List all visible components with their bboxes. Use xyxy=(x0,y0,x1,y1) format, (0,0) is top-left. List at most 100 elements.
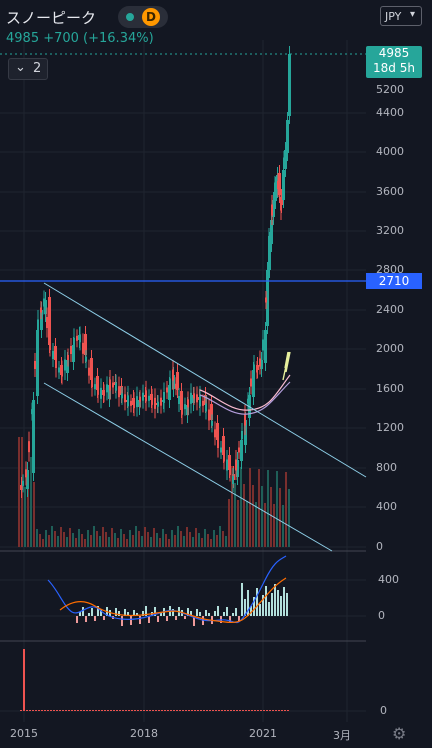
lower-indicator-bar xyxy=(116,710,118,711)
volume-bar xyxy=(126,539,128,547)
chevron-down-icon: ▾ xyxy=(410,9,416,20)
volume-bar xyxy=(219,526,221,547)
macd-axis-label: 0 xyxy=(378,609,385,622)
price-axis-label: 2800 xyxy=(376,263,404,276)
indicators-toggle-button[interactable]: ⌄ 2 xyxy=(8,58,48,80)
lower-indicator-bar xyxy=(59,710,61,711)
macd-histogram-bar xyxy=(115,608,117,616)
candle-body xyxy=(97,386,99,395)
lower-indicator-bar xyxy=(146,710,148,711)
macd-histogram-bar xyxy=(277,590,279,616)
candle-body xyxy=(48,297,51,345)
lower-indicator-bar xyxy=(155,710,157,711)
lower-indicator-bar xyxy=(185,710,187,711)
lower-indicator-bar xyxy=(179,710,181,711)
candle-body xyxy=(284,150,287,169)
candle-body xyxy=(154,397,156,409)
macd-histogram-bar xyxy=(166,616,168,621)
lower-indicator-bar xyxy=(266,710,268,711)
candle-body xyxy=(103,390,105,396)
lower-indicator-bar xyxy=(50,710,52,711)
macd-histogram-bar xyxy=(85,616,87,622)
lower-indicator-bar xyxy=(44,710,46,711)
lower-indicator-bar xyxy=(218,710,220,711)
candle-body xyxy=(235,459,237,471)
volume-bar xyxy=(237,500,239,547)
candle-body xyxy=(250,378,252,387)
volume-bar xyxy=(261,486,263,547)
macd-histogram-bar xyxy=(133,610,135,616)
candle-body xyxy=(34,361,36,369)
lower-indicator-bar xyxy=(197,710,199,711)
lower-indicator-bar xyxy=(140,710,142,711)
candle-body xyxy=(133,400,135,409)
price-axis-label: 800 xyxy=(376,461,397,474)
symbol-title[interactable]: スノーピーク xyxy=(6,9,97,27)
macd-histogram-bar xyxy=(253,597,255,616)
candle-body xyxy=(268,236,270,244)
timeframe-badge[interactable]: D xyxy=(142,8,160,26)
volume-bar xyxy=(276,471,278,547)
volume-bar xyxy=(36,529,38,547)
candle-body xyxy=(217,437,219,448)
lower-indicator-bar xyxy=(74,710,76,711)
volume-bar xyxy=(75,538,77,547)
candle-body xyxy=(253,364,255,376)
lower-indicator-bar xyxy=(68,710,70,711)
symbol-status-badges[interactable]: D xyxy=(118,6,168,28)
price-axis-label: 4000 xyxy=(376,145,404,158)
price-axis-label: 2000 xyxy=(376,342,404,355)
volume-bar xyxy=(78,529,80,547)
price-axis-label: 400 xyxy=(376,500,397,513)
volume-bar xyxy=(51,526,53,547)
volume-bar xyxy=(138,531,140,547)
macd-histogram-bar xyxy=(97,606,99,616)
candle-body xyxy=(70,346,72,354)
candle-body xyxy=(178,396,180,404)
candle-body xyxy=(229,470,231,475)
candle-body xyxy=(176,372,179,390)
price-change: 4985 +700 (+16.34%) xyxy=(6,31,154,46)
volume-bar xyxy=(204,529,206,547)
volume-bar xyxy=(42,539,44,547)
price-axis-label: 2400 xyxy=(376,303,404,316)
lower-indicator-bar xyxy=(176,710,178,711)
candle-body xyxy=(139,396,141,402)
lower-indicator-bar xyxy=(62,710,64,711)
lower-indicator-bar xyxy=(287,710,289,711)
candle-body xyxy=(44,300,47,314)
lower-indicator-bar xyxy=(227,710,229,711)
macd-histogram-bar xyxy=(214,611,216,616)
candle-body xyxy=(61,368,63,377)
volume-bar xyxy=(222,531,224,547)
lower-indicator-bar xyxy=(233,710,235,711)
macd-histogram-bar xyxy=(238,616,240,621)
macd-histogram-bar xyxy=(256,588,258,616)
candle-body xyxy=(43,298,45,307)
candle-body xyxy=(259,358,261,367)
volume-bar xyxy=(102,527,104,547)
lower-indicator-bar xyxy=(167,710,169,711)
macd-histogram-bar xyxy=(247,590,249,616)
macd-histogram-bar xyxy=(259,604,261,616)
gear-icon[interactable]: ⚙ xyxy=(392,724,407,743)
volume-bar xyxy=(195,528,197,547)
candle-body xyxy=(211,420,213,426)
candle-body xyxy=(115,382,117,391)
lower-indicator-bar xyxy=(188,710,190,711)
candle-body xyxy=(22,480,24,486)
candle-body xyxy=(247,398,249,404)
candle-body xyxy=(190,392,192,404)
volume-bar xyxy=(57,536,59,547)
currency-selector[interactable]: JPY ▾ xyxy=(380,6,422,26)
lower-indicator-bar xyxy=(278,710,280,711)
lower-indicator-bar xyxy=(95,710,97,711)
candle-body xyxy=(181,403,183,415)
volume-bar xyxy=(147,532,149,547)
volume-bar xyxy=(111,528,113,547)
volume-bar xyxy=(96,531,98,547)
macd-histogram-bar xyxy=(196,609,198,616)
price-axis-label: 1200 xyxy=(376,421,404,434)
macd-histogram-bar xyxy=(274,584,276,616)
